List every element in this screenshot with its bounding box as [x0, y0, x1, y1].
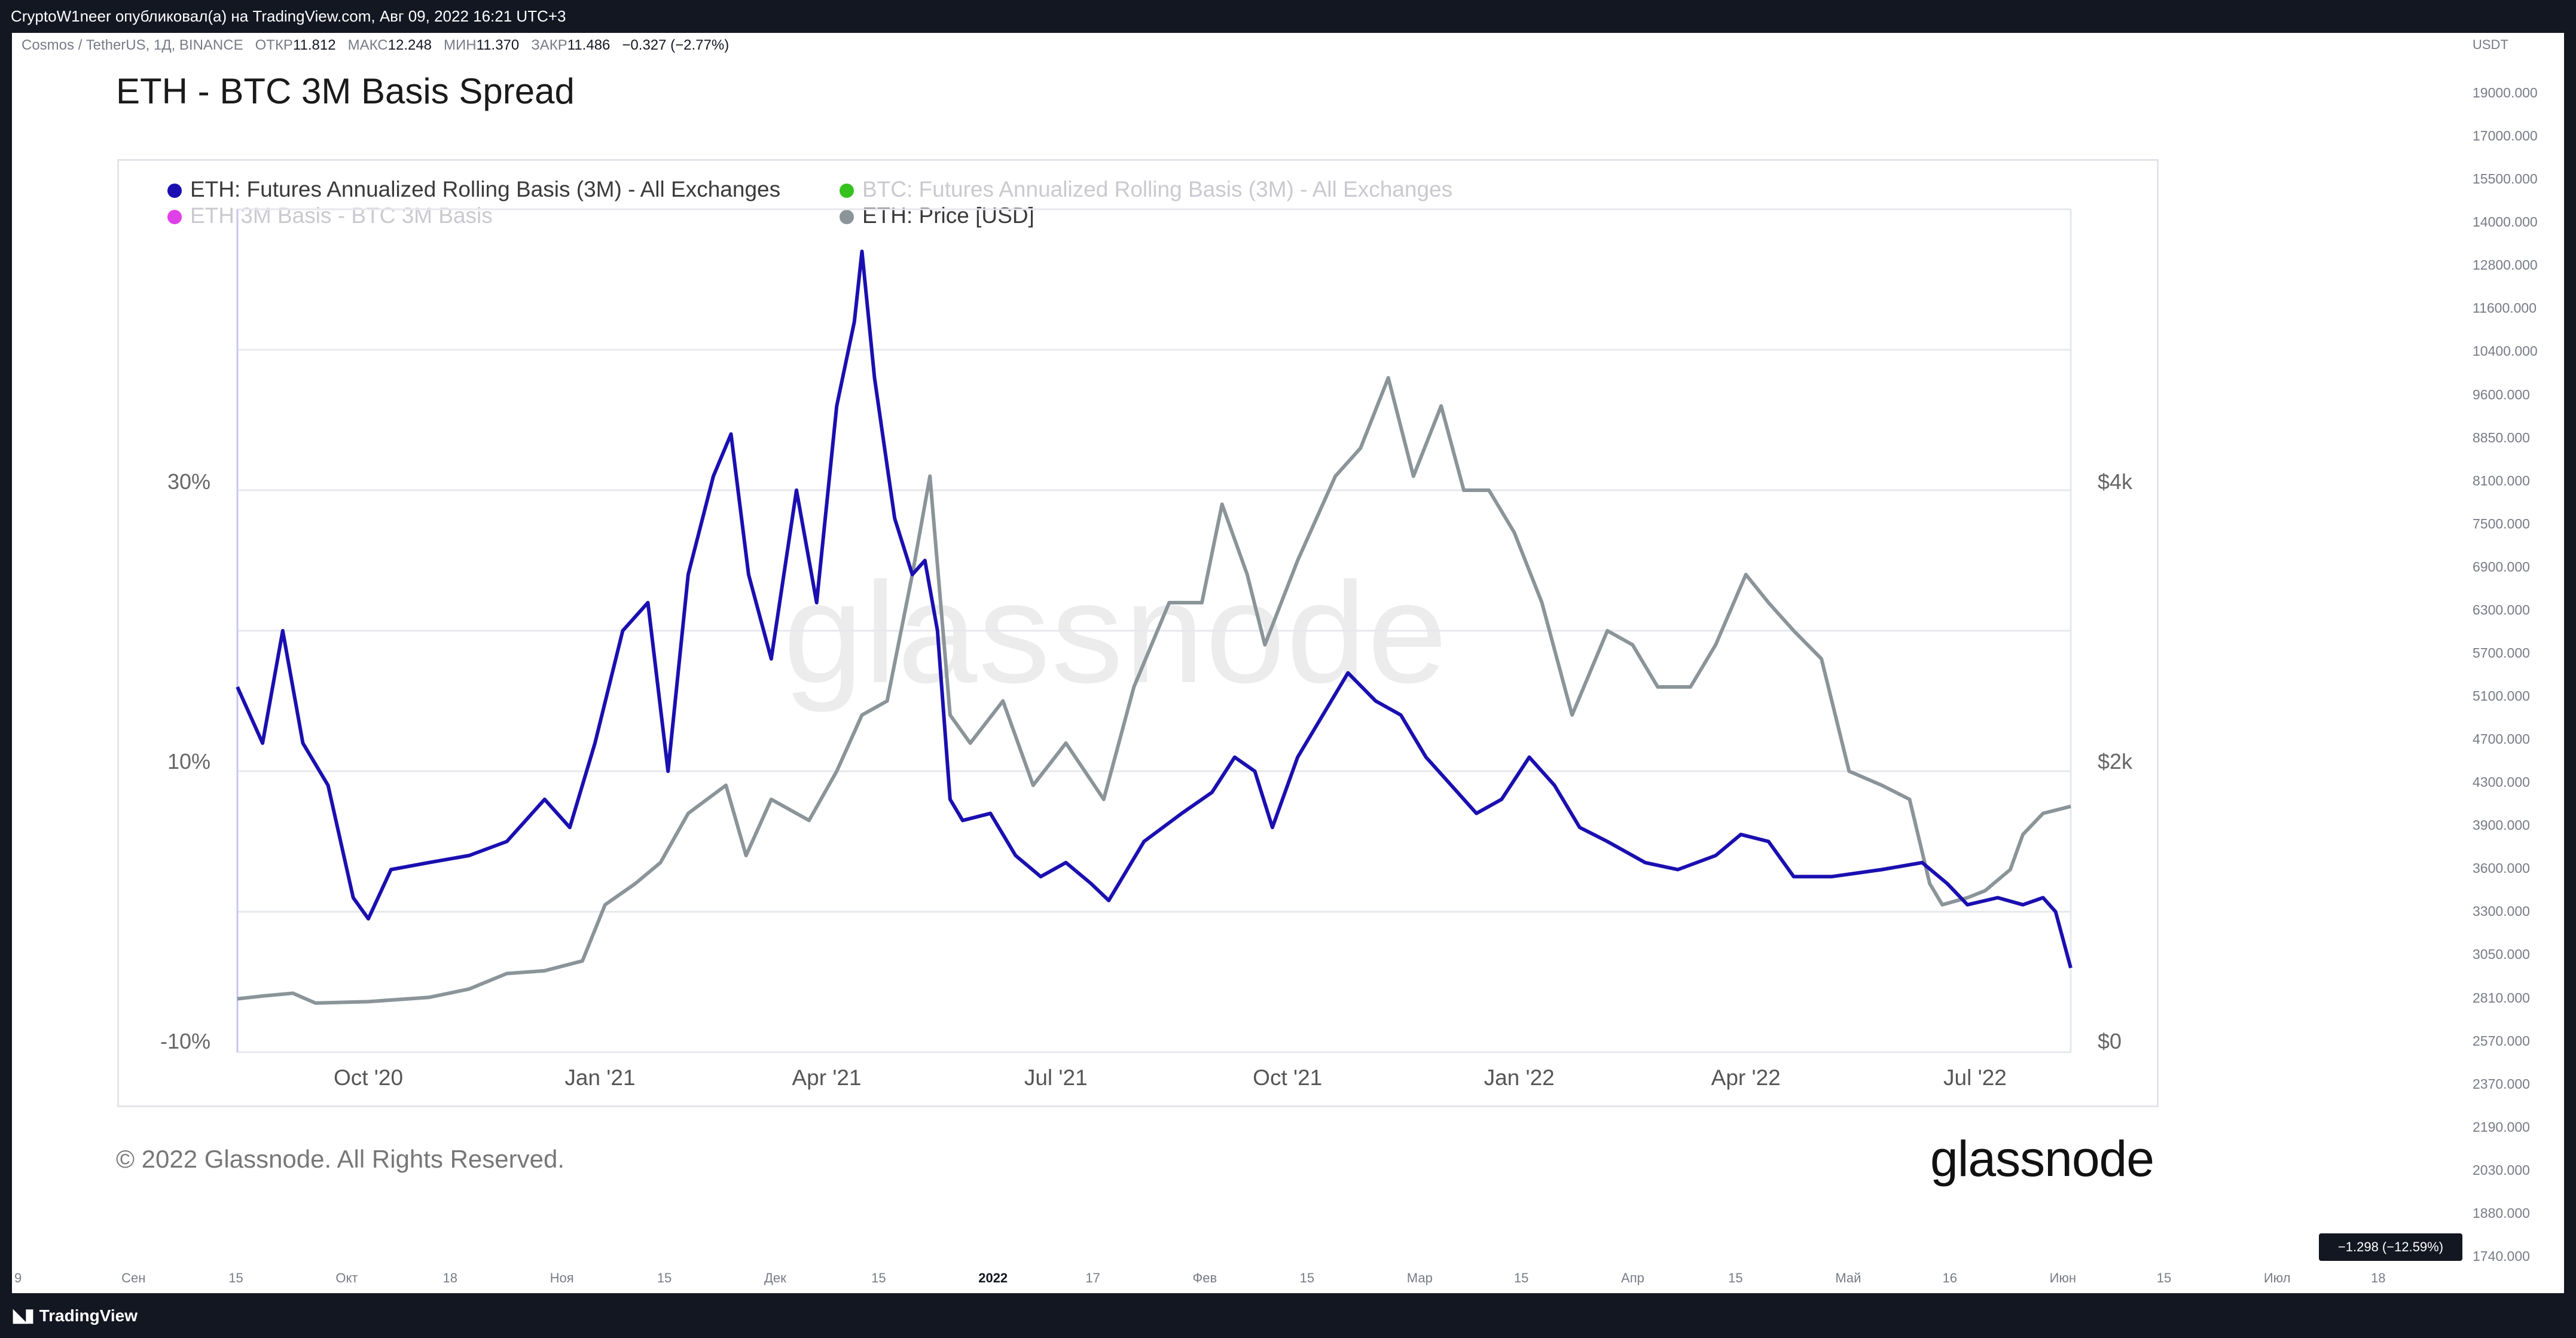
tradingview-logo[interactable]: ◣▮ TradingView: [13, 1293, 138, 1338]
symbol-legend: Cosmos / TetherUS, 1Д, BINANCE ОТКР11.81…: [22, 37, 729, 54]
price-axis-label: 3050.000: [2473, 946, 2530, 963]
price-axis-label: 2030.000: [2473, 1162, 2530, 1178]
price-axis-label: 8100.000: [2473, 472, 2530, 488]
change-value: −0.327 (−2.77%): [622, 37, 730, 53]
price-axis-label: 2810.000: [2473, 989, 2530, 1006]
price-axis-label: 15500.000: [2473, 171, 2538, 187]
tradingview-logo-icon: ◣▮: [13, 1306, 35, 1325]
price-axis-label: 4300.000: [2473, 774, 2530, 790]
price-axis-label: 3300.000: [2473, 903, 2530, 920]
price-axis-label: 6900.000: [2473, 558, 2530, 575]
price-axis-label: 8850.000: [2473, 429, 2530, 445]
time-axis-label: Ноя: [550, 1270, 574, 1285]
symbol-name[interactable]: Cosmos / TetherUS, 1Д, BINANCE: [22, 37, 243, 53]
time-axis-label: 15: [657, 1270, 672, 1285]
price-axis-label: 10400.000: [2473, 343, 2538, 359]
time-axis-label: 15: [2156, 1270, 2172, 1285]
time-axis-label: 17: [1085, 1270, 1100, 1285]
price-axis-label: 9600.000: [2473, 386, 2530, 402]
price-axis-label: 19000.000: [2473, 85, 2538, 100]
time-axis-label: Дек: [764, 1270, 786, 1285]
price-axis-label: 7500.000: [2473, 515, 2530, 531]
price-axis-label: 6300.000: [2473, 601, 2530, 618]
chart-canvas[interactable]: [12, 33, 2564, 1293]
price-axis-label: 5100.000: [2473, 688, 2530, 704]
price-axis-label: 1880.000: [2473, 1205, 2530, 1221]
price-axis-label: 3900.000: [2473, 817, 2530, 833]
time-axis-label: 9: [14, 1270, 22, 1285]
price-axis-label: 4700.000: [2473, 731, 2530, 747]
price-axis-label: 3600.000: [2473, 860, 2530, 876]
price-axis-currency: USDT: [2473, 37, 2508, 52]
time-axis-label: 2022: [978, 1270, 1008, 1285]
last-price-tag: −1.298 (−12.59%): [2319, 1233, 2462, 1261]
price-axis-label: 2370.000: [2473, 1076, 2530, 1092]
price-axis-label: 2570.000: [2473, 1032, 2530, 1049]
time-axis-label: Фев: [1192, 1270, 1217, 1285]
price-axis-label: 2190.000: [2473, 1119, 2530, 1135]
tradingview-brand: TradingView: [39, 1306, 138, 1325]
time-axis-label: Май: [1835, 1270, 1861, 1285]
open-value: 11.812: [292, 37, 336, 53]
time-axis-label: 15: [871, 1270, 886, 1285]
high-value: 12.248: [387, 37, 432, 53]
time-axis-label: Июн: [2049, 1270, 2077, 1285]
close-label: ЗАКР: [531, 37, 567, 53]
time-axis-label: 15: [1299, 1270, 1315, 1285]
time-axis-label: 15: [1728, 1270, 1743, 1285]
time-axis-label: Сен: [121, 1270, 146, 1285]
close-value: 11.486: [567, 37, 611, 53]
time-axis-label: 18: [442, 1270, 458, 1285]
time-axis-label: Апр: [1621, 1270, 1644, 1285]
high-label: МАКС: [347, 37, 388, 53]
time-axis-label: Мар: [1406, 1270, 1433, 1285]
price-axis-label: 12800.000: [2473, 257, 2538, 273]
price-axis-label: 1740.000: [2473, 1248, 2530, 1264]
footer-bar: ◣▮ TradingView: [0, 1293, 2576, 1338]
time-axis-label: 15: [228, 1270, 243, 1285]
low-value: 11.370: [476, 37, 520, 53]
open-label: ОТКР: [255, 37, 293, 53]
low-label: МИН: [444, 37, 477, 53]
publisher-header: CryptoW1neer опубликовал(а) на TradingVi…: [0, 0, 2576, 33]
time-axis-label: Июл: [2263, 1270, 2291, 1285]
price-axis-label: 17000.000: [2473, 128, 2538, 144]
price-axis-label: 14000.000: [2473, 214, 2538, 230]
time-axis-label: 15: [1513, 1270, 1529, 1285]
price-axis-label: 5700.000: [2473, 644, 2530, 661]
time-axis-label: 16: [1942, 1270, 1957, 1285]
price-axis-label: 11600.000: [2473, 300, 2537, 316]
publisher-text: CryptoW1neer опубликовал(а) на TradingVi…: [11, 7, 566, 25]
time-axis-label: Окт: [335, 1270, 358, 1285]
time-axis-label: 18: [2371, 1270, 2386, 1285]
